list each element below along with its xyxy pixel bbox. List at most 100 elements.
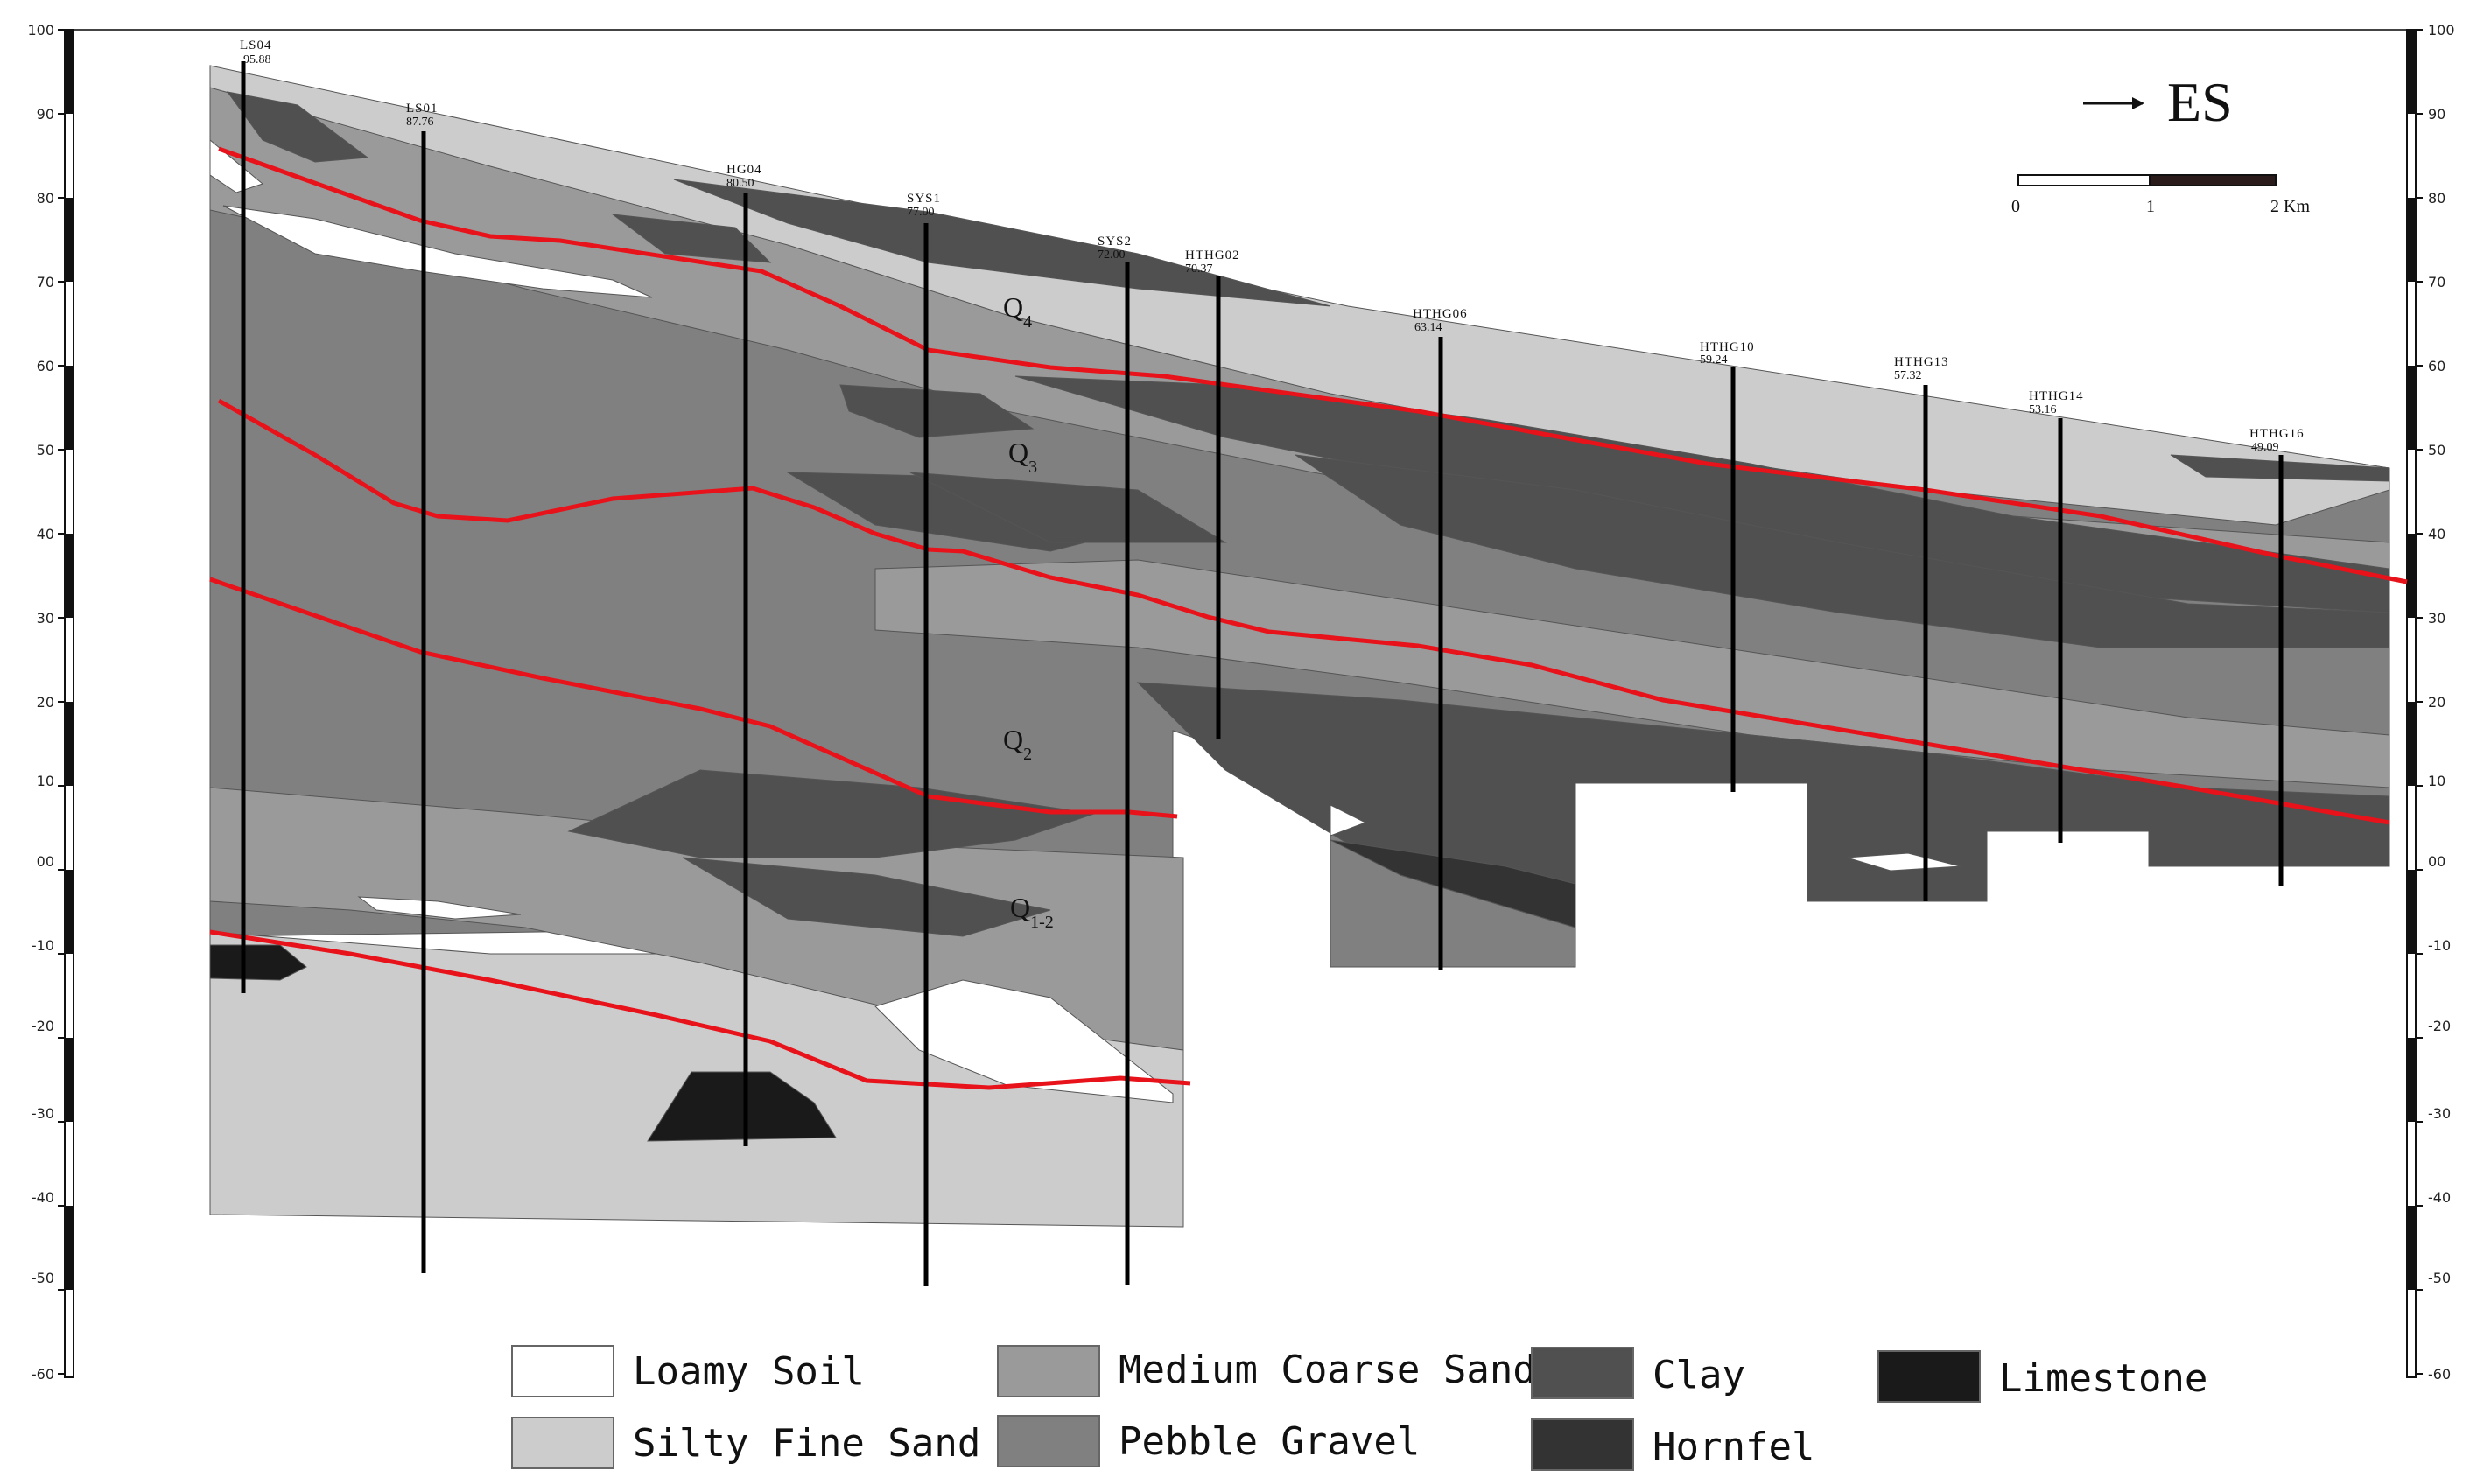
clay-band-q3-b [1295, 454, 2390, 648]
legend-item-loamy-soil: Loamy Soil [511, 1345, 865, 1397]
clay-lens [226, 91, 369, 163]
borehole-label-elev: 59.24 [1700, 354, 1728, 367]
loamy-soil-lens [222, 205, 653, 298]
left-tick-label: 80 [37, 190, 54, 206]
left-tick-label: 100 [27, 22, 54, 38]
borehole-label-name: HG04 [726, 163, 762, 177]
borehole-label-name: SYS1 [907, 192, 941, 206]
stratum-sub: 2 [1023, 745, 1032, 764]
strata-labels: Q4 Q3 Q2 Q1-2 [1003, 291, 1054, 932]
right-tick-label: -30 [2428, 1105, 2451, 1122]
legend-label: Limestone [1999, 1356, 2207, 1401]
left-tick-label: 10 [37, 773, 54, 789]
left-tick-label: 60 [37, 358, 54, 374]
scale-tick: 1 [2146, 197, 2155, 216]
borehole-label-elev: 77.00 [907, 206, 935, 219]
left-tick-label: 20 [37, 694, 54, 710]
direction-label: ES [2167, 71, 2233, 133]
legend-label: Pebble Gravel [1119, 1419, 1420, 1464]
right-tick-label: 20 [2428, 694, 2445, 710]
right-tick-label: -60 [2428, 1366, 2451, 1382]
right-tick-label: -20 [2428, 1018, 2451, 1034]
borehole-label-name: HTHG06 [1413, 307, 1468, 321]
legend-label: Loamy Soil [633, 1349, 865, 1394]
loamy-soil-lens [1330, 804, 1367, 836]
limestone-body [647, 1071, 837, 1142]
stratum-label: Q4 [1003, 291, 1032, 332]
boundary-q12-base [209, 929, 1191, 1090]
left-tick-label: 30 [37, 610, 54, 626]
legend-item-silty-fine-sand: Silty Fine Sand [511, 1417, 980, 1469]
boundary-lines [209, 146, 2408, 1090]
right-tick-label: 00 [2428, 853, 2445, 870]
right-tick-label: -10 [2428, 937, 2451, 954]
legend-label: Silty Fine Sand [633, 1421, 980, 1466]
right-tick-label: 90 [2428, 106, 2445, 122]
legend-item-limestone: Limestone [1877, 1350, 2207, 1403]
left-tick-label: -40 [32, 1189, 54, 1206]
borehole-label-elev: 87.76 [406, 116, 434, 129]
boundary-q3-q2 [217, 398, 2390, 825]
right-tick-label: 70 [2428, 274, 2445, 290]
limestone-lens [209, 944, 307, 981]
clay-band-mid [909, 472, 1227, 543]
legend-label: Clay [1653, 1353, 1745, 1397]
legend: Loamy Soil Medium Coarse Sand Clay Limes… [511, 1345, 2207, 1471]
stratum-main: Q [1010, 892, 1030, 923]
legend-item-medium-coarse-sand: Medium Coarse Sand [997, 1345, 1536, 1397]
borehole-labels: LS04 95.88 LS01 87.76 HG04 80.50 SYS1 77… [240, 38, 2304, 454]
stratum-label: Q3 [1008, 437, 1037, 477]
clay-lens [611, 214, 772, 263]
left-tick-label: -10 [32, 937, 54, 954]
stratum-label: Q1-2 [1010, 892, 1054, 932]
right-tick-label: 100 [2428, 22, 2455, 38]
legend-swatch [1531, 1418, 1634, 1471]
legend-swatch [1877, 1350, 1981, 1403]
scale-tick: 0 [2011, 197, 2020, 216]
scale-bar: 0 1 2 Km [2011, 174, 2310, 216]
left-tick-label: 50 [37, 442, 54, 458]
borehole-label-elev: 70.37 [1185, 262, 1213, 276]
clay-band-left [567, 769, 1095, 858]
clay-band-left-b [682, 857, 1051, 937]
scale-tick: 2 Km [2270, 197, 2310, 216]
clay-surface-band [673, 178, 1331, 307]
stratum-main: Q [1003, 291, 1023, 323]
legend-item-clay: Clay [1531, 1347, 1745, 1399]
stratum-sub: 4 [1023, 312, 1032, 332]
legend-swatch [511, 1345, 614, 1397]
right-tick-label: -50 [2428, 1270, 2451, 1286]
borehole-label-elev: 57.32 [1894, 369, 1922, 382]
right-tick-label: 80 [2428, 190, 2445, 206]
legend-item-pebble-gravel: Pebble Gravel [997, 1415, 1420, 1467]
left-tick-label: 00 [37, 853, 54, 870]
loamy-soil-lens [874, 979, 1174, 1103]
medium-coarse-sand-middle [874, 559, 2390, 788]
borehole-label-name: HTHG10 [1700, 340, 1755, 354]
borehole-label-name: LS04 [240, 38, 272, 52]
right-tick-label: 30 [2428, 610, 2445, 626]
borehole-label-name: HTHG14 [2029, 389, 2084, 403]
left-tick-label: -20 [32, 1018, 54, 1034]
left-tick-label: -50 [32, 1270, 54, 1286]
stratum-label: Q2 [1003, 724, 1032, 764]
borehole-label-name: SYS2 [1098, 234, 1132, 248]
borehole-label-elev: 72.00 [1098, 248, 1126, 262]
borehole-label-elev: 63.14 [1414, 321, 1442, 334]
stratum-sub: 1-2 [1030, 913, 1054, 932]
right-tick-label: -40 [2428, 1189, 2451, 1206]
legend-swatch [997, 1415, 1100, 1467]
arrowhead-icon [2132, 97, 2144, 109]
borehole-label-elev: 49.09 [2251, 441, 2279, 454]
legend-swatch [511, 1417, 614, 1469]
stratum-sub: 3 [1028, 458, 1037, 477]
borehole-label-elev: 53.16 [2029, 403, 2057, 416]
boundary-q2-q12 [209, 577, 1178, 819]
stratum-main: Q [1008, 437, 1028, 468]
left-tick-label: 90 [37, 106, 54, 122]
legend-swatch [1531, 1347, 1634, 1399]
loamy-soil-lens [1846, 852, 1961, 872]
clay-lens [839, 384, 1035, 438]
left-tick-label: -60 [32, 1366, 54, 1382]
